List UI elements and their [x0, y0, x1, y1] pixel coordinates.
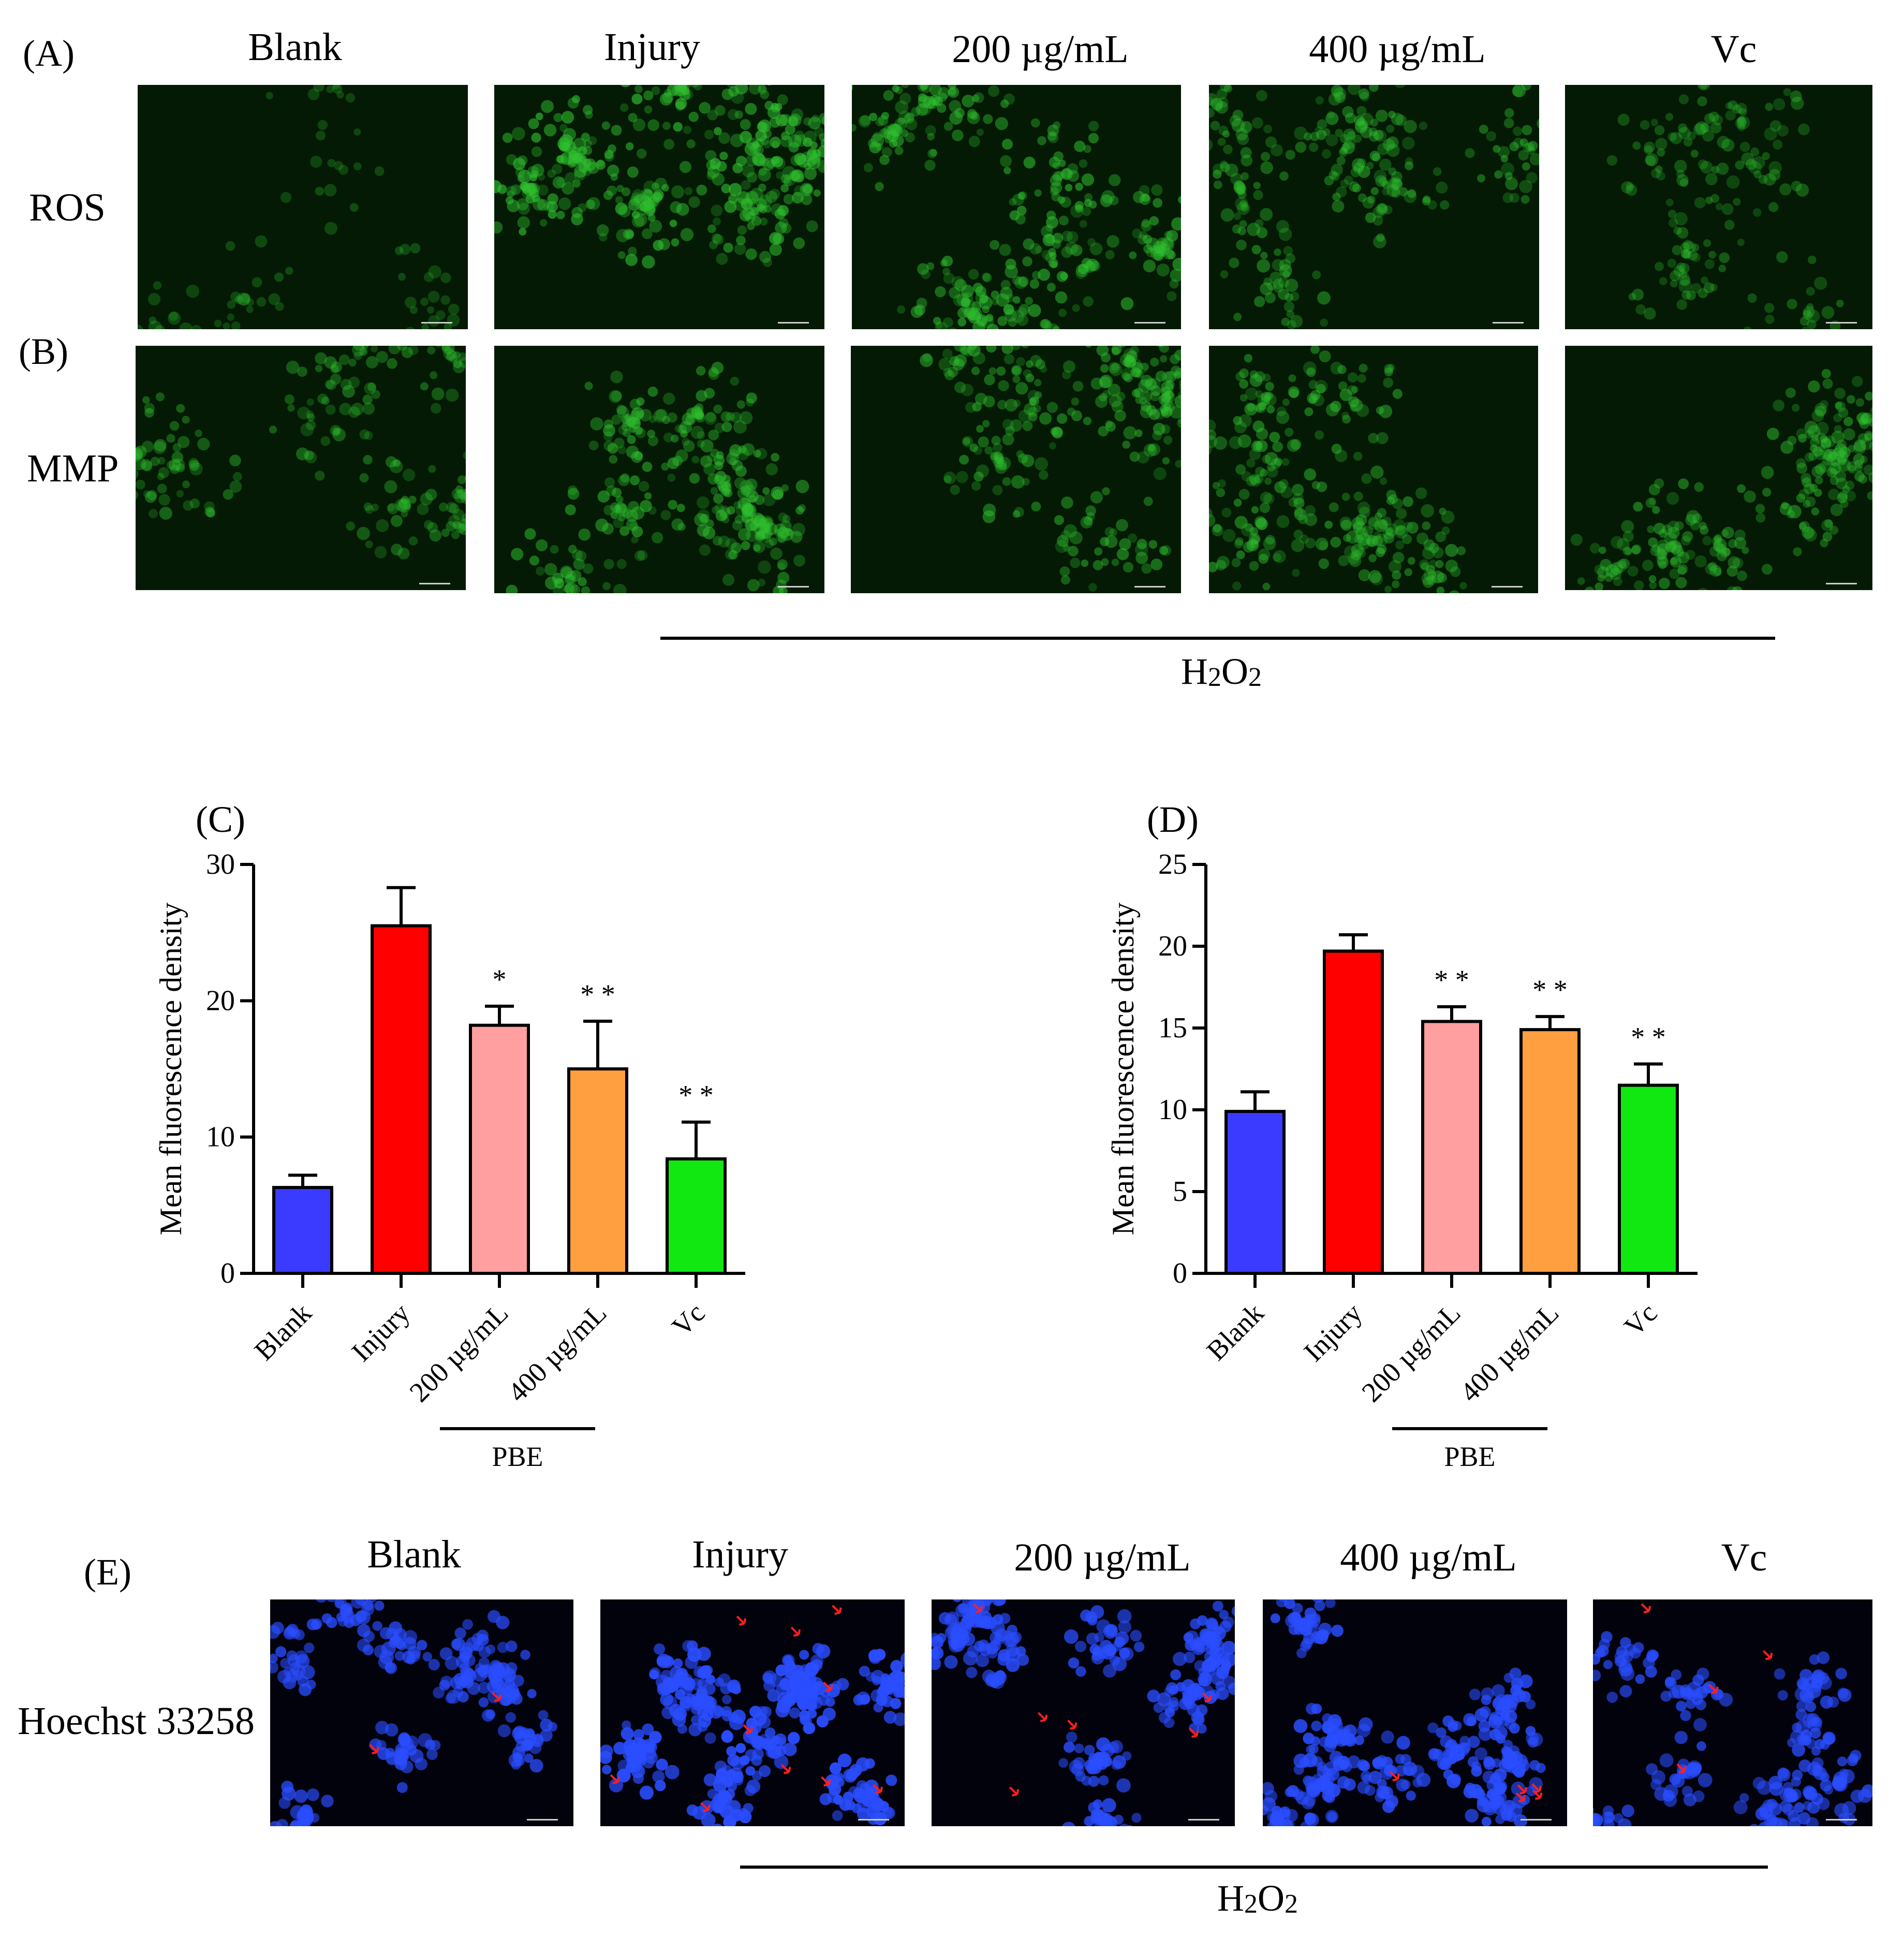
chart-0-bar-0	[272, 1186, 333, 1275]
chart-0-bar-1	[371, 924, 432, 1275]
chart-0-category-label-2: 200 µg/mL	[404, 1297, 514, 1408]
hoechst-title-200: 200 µg/mL	[1014, 1536, 1191, 1579]
chart-0-group-label: PBE	[492, 1441, 543, 1472]
micrograph-ros-vc	[1565, 85, 1872, 329]
chart-0-ytick-label-1: 10	[206, 1121, 235, 1153]
chart-1-significance-4: * *	[1631, 1022, 1666, 1053]
micrograph-mmp-injury	[494, 346, 824, 593]
column-title-blank: Blank	[248, 25, 342, 69]
chart-1-significance-2: * *	[1434, 964, 1469, 995]
chart-1-category-label-1: Injury	[1298, 1297, 1368, 1368]
chart-d: 0 5 10 15 20 25 Mean fluorescence density Blank…	[1106, 848, 1698, 1472]
chart-0-bar-2	[469, 1023, 530, 1275]
panel-letter-d: (D)	[1147, 799, 1199, 840]
panel-letter-e: (E)	[84, 1551, 131, 1593]
chart-1-ylabel: Mean fluorescence density	[1106, 902, 1140, 1235]
column-title-injury: Injury	[604, 25, 700, 69]
micrograph-ros-injury	[494, 85, 824, 329]
hoechst-title-vc: Vc	[1721, 1536, 1767, 1579]
chart-1-bar-4	[1618, 1083, 1679, 1275]
chart-0-ytick-label-2: 20	[206, 985, 235, 1017]
chart-0-category-label-0: Blank	[248, 1297, 318, 1367]
micrograph-ros-200	[852, 85, 1181, 329]
micrograph-hoechst-blank	[270, 1599, 573, 1826]
chart-1-category-label-2: 200 µg/mL	[1356, 1297, 1467, 1408]
chart-1-ytick-label-5: 25	[1158, 848, 1187, 880]
row-label-hoechst: Hoechst 33258	[18, 1699, 255, 1743]
column-title-400: 400 µg/mL	[1309, 27, 1486, 71]
chart-0-bar-3	[567, 1067, 628, 1275]
row-label-ros: ROS	[29, 186, 106, 229]
chart-0-ytick-label-0: 0	[220, 1257, 235, 1289]
chart-0-significance-2: *	[493, 964, 507, 995]
chart-0-significance-3: * *	[580, 979, 615, 1010]
hoechst-title-blank: Blank	[367, 1533, 461, 1576]
hoechst-title-400: 400 µg/mL	[1340, 1536, 1517, 1579]
treatment-label-bottom: H2O2	[1217, 1877, 1298, 1919]
micrograph-hoechst-injury	[600, 1599, 905, 1826]
hoechst-title-injury: Injury	[692, 1533, 788, 1576]
chart-1-significance-3: * *	[1532, 974, 1568, 1005]
chart-0-category-label-4: Vc	[666, 1297, 711, 1342]
treatment-line-top	[660, 637, 1775, 640]
chart-0-ylabel: Mean fluorescence density	[154, 902, 188, 1235]
row-label-mmp: MMP	[27, 447, 119, 490]
chart-c: 0 10 20 30 Mean fluorescence density Blank Inj…	[154, 848, 745, 1472]
micrograph-mmp-blank	[136, 346, 466, 590]
panel-letter-c: (C)	[196, 799, 245, 840]
chart-0-significance-4: * *	[678, 1080, 714, 1111]
chart-1-category-label-3: 400 µg/mL	[1454, 1297, 1565, 1408]
chart-1-bar-1	[1323, 949, 1384, 1275]
chart-1-ytick-label-0: 0	[1173, 1257, 1187, 1289]
chart-0-bar-4	[666, 1157, 727, 1275]
micrograph-hoechst-vc	[1593, 1599, 1872, 1826]
chart-0-ytick-label-3: 30	[206, 848, 235, 880]
micrograph-ros-blank	[138, 85, 468, 329]
micrograph-mmp-vc	[1565, 346, 1872, 590]
chart-1-ytick-label-3: 15	[1158, 1012, 1187, 1044]
chart-1-bar-0	[1224, 1110, 1286, 1275]
column-title-200: 200 µg/mL	[952, 27, 1129, 71]
chart-1-group-label: PBE	[1444, 1441, 1495, 1472]
micrograph-hoechst-200	[932, 1599, 1235, 1826]
chart-0-category-label-3: 400 µg/mL	[502, 1297, 613, 1408]
chart-0-category-label-1: Injury	[346, 1297, 416, 1368]
panel-letter-b: (B)	[19, 331, 68, 372]
chart-1-bar-2	[1421, 1020, 1482, 1275]
column-title-vc: Vc	[1710, 27, 1757, 71]
chart-1-category-label-4: Vc	[1618, 1297, 1663, 1342]
panel-letter-a: (A)	[23, 33, 75, 74]
micrograph-mmp-200	[851, 346, 1181, 593]
micrograph-mmp-400	[1209, 346, 1538, 593]
treatment-label-top: H2O2	[1181, 651, 1262, 692]
chart-1-bar-3	[1519, 1028, 1581, 1275]
micrograph-ros-400	[1209, 85, 1539, 329]
chart-1-ytick-label-4: 20	[1158, 930, 1187, 962]
treatment-line-bottom	[740, 1866, 1768, 1869]
chart-1-category-label-0: Blank	[1201, 1297, 1270, 1367]
micrograph-hoechst-400	[1263, 1599, 1567, 1826]
chart-1-ytick-label-2: 10	[1158, 1094, 1187, 1126]
chart-1-ytick-label-1: 5	[1173, 1176, 1187, 1208]
